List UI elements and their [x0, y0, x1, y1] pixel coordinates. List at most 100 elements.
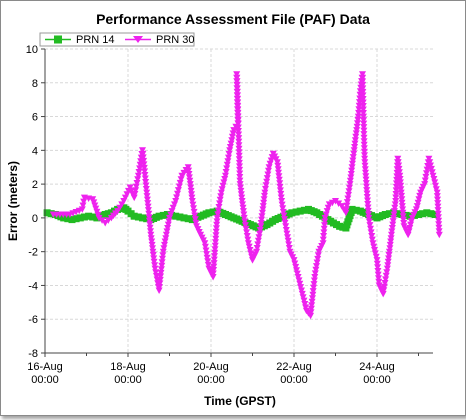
- marker-prn-30: [147, 228, 154, 235]
- marker-prn-30: [220, 179, 228, 186]
- marker-prn-30: [369, 240, 377, 247]
- marker-prn-30: [373, 257, 381, 264]
- marker-prn-30: [359, 110, 367, 117]
- marker-prn-30: [233, 74, 241, 82]
- marker-prn-14: [80, 213, 88, 221]
- marker-prn-30: [278, 198, 286, 205]
- marker-prn-14: [172, 212, 180, 220]
- marker-prn-30: [368, 233, 376, 240]
- marker-prn-30: [434, 196, 441, 204]
- marker-prn-30: [296, 280, 304, 288]
- marker-prn-30: [145, 214, 153, 221]
- marker-prn-30: [130, 194, 138, 202]
- marker-prn-30: [159, 252, 167, 259]
- marker-prn-14: [402, 211, 410, 219]
- legend-marker-prn30: [133, 36, 143, 43]
- marker-prn-14: [64, 215, 72, 223]
- marker-prn-30: [141, 175, 149, 182]
- marker-prn-30: [371, 247, 378, 254]
- marker-prn-30: [134, 176, 142, 183]
- marker-prn-30: [254, 237, 262, 245]
- marker-prn-30: [375, 278, 383, 286]
- marker-prn-30: [360, 127, 368, 135]
- marker-prn-30: [351, 144, 359, 151]
- marker-prn-30: [361, 152, 368, 159]
- marker-prn-30: [157, 269, 165, 277]
- tick-labels: -8-6-4-2024681016-Aug00:0018-Aug00:0020-…: [26, 44, 419, 386]
- marker-prn-30: [398, 192, 405, 200]
- marker-prn-30: [435, 221, 443, 228]
- marker-prn-30: [434, 207, 442, 214]
- marker-prn-30: [383, 269, 391, 276]
- marker-prn-30: [291, 260, 299, 267]
- marker-prn-30: [386, 241, 394, 249]
- marker-prn-30: [389, 218, 397, 225]
- marker-prn-30: [392, 194, 400, 201]
- marker-prn-30: [236, 170, 244, 177]
- x-tick-label-time: 00:00: [363, 374, 391, 386]
- marker-prn-30: [216, 200, 224, 207]
- marker-prn-30: [321, 222, 328, 229]
- marker-prn-30: [227, 140, 235, 148]
- marker-prn-30: [210, 260, 218, 267]
- y-tick-label: -2: [28, 247, 38, 259]
- marker-prn-30: [281, 219, 289, 227]
- marker-prn-30: [155, 287, 163, 294]
- marker-prn-30: [212, 228, 220, 236]
- marker-prn-30: [360, 131, 368, 138]
- marker-prn-30: [285, 245, 293, 252]
- marker-prn-30: [384, 258, 392, 266]
- marker-prn-30: [370, 243, 378, 251]
- marker-prn-30: [241, 218, 249, 225]
- marker-prn-30: [143, 189, 151, 197]
- x-tick-label-time: 00:00: [114, 374, 142, 386]
- marker-prn-30: [215, 204, 223, 211]
- marker-prn-30: [423, 170, 430, 177]
- marker-prn-30: [346, 177, 354, 185]
- marker-prn-30: [433, 189, 441, 197]
- marker-prn-30: [363, 190, 371, 197]
- marker-prn-30: [321, 218, 329, 225]
- marker-prn-30: [344, 195, 352, 202]
- marker-prn-30: [132, 187, 140, 194]
- marker-prn-30: [257, 220, 265, 227]
- marker-prn-30: [426, 159, 434, 166]
- marker-prn-30: [236, 174, 244, 181]
- marker-prn-30: [319, 240, 327, 247]
- marker-prn-30: [359, 92, 367, 99]
- marker-prn-30: [390, 214, 398, 222]
- marker-prn-30: [234, 113, 242, 121]
- marker-prn-14: [60, 214, 68, 222]
- marker-prn-30: [164, 221, 172, 229]
- marker-prn-30: [259, 209, 266, 217]
- marker-prn-30: [158, 262, 166, 270]
- marker-prn-30: [314, 252, 322, 259]
- marker-prn-30: [80, 198, 88, 206]
- marker-prn-30: [136, 165, 144, 172]
- marker-prn-30: [396, 176, 404, 183]
- marker-prn-30: [257, 223, 265, 230]
- x-tick-label-date: 24-Aug: [359, 361, 394, 373]
- marker-prn-30: [302, 304, 310, 311]
- marker-prn-30: [218, 186, 226, 193]
- marker-prn-30: [390, 211, 398, 218]
- marker-prn-30: [293, 270, 301, 278]
- marker-prn-30: [295, 277, 303, 284]
- marker-prn-30: [432, 182, 439, 190]
- marker-prn-30: [210, 263, 218, 271]
- marker-prn-30: [320, 229, 328, 236]
- marker-prn-30: [157, 266, 165, 273]
- marker-prn-30: [211, 242, 219, 250]
- marker-prn-30: [382, 272, 390, 280]
- marker-prn-30: [319, 236, 327, 244]
- marker-prn-30: [392, 183, 400, 191]
- marker-prn-30: [149, 248, 157, 256]
- marker-prn-30: [310, 284, 318, 292]
- marker-prn-14: [176, 213, 184, 221]
- marker-prn-30: [145, 210, 153, 218]
- marker-prn-30: [282, 227, 290, 234]
- marker-prn-30: [429, 172, 437, 180]
- marker-prn-30: [273, 159, 281, 166]
- marker-prn-30: [380, 283, 388, 291]
- marker-prn-30: [416, 192, 424, 200]
